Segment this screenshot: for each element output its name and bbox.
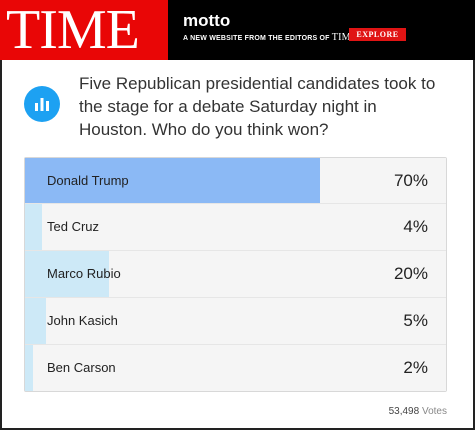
motto-title[interactable]: motto	[183, 11, 231, 30]
poll-options: Donald Trump 70% Ted Cruz 4% Marco Rubio…	[24, 157, 447, 392]
option-name: Ben Carson	[47, 360, 116, 375]
poll-option-john-kasich[interactable]: John Kasich 5%	[25, 297, 446, 344]
option-percent: 20%	[393, 264, 428, 283]
option-name: Marco Rubio	[47, 266, 121, 281]
option-name: Donald Trump	[47, 173, 129, 188]
option-percent: 4%	[403, 217, 428, 236]
option-percent: 2%	[403, 358, 428, 377]
option-percent: 5%	[403, 311, 428, 330]
poll-option-marco-rubio[interactable]: Marco Rubio 20%	[25, 250, 446, 297]
option-percent: 70%	[393, 171, 428, 190]
result-bar	[25, 204, 42, 250]
vote-count: 53,498 Votes	[389, 406, 447, 417]
logo-text: TIME	[6, 0, 140, 60]
result-bar	[25, 251, 110, 297]
result-bar	[25, 298, 47, 344]
result-bar	[25, 345, 34, 391]
poll-option-ted-cruz[interactable]: Ted Cruz 4%	[25, 203, 446, 250]
result-bar	[25, 158, 320, 203]
poll-option-donald-trump[interactable]: Donald Trump 70%	[25, 158, 446, 203]
option-name: Ted Cruz	[47, 219, 100, 234]
option-name: John Kasich	[47, 313, 118, 328]
poll-option-ben-carson[interactable]: Ben Carson 2%	[25, 344, 446, 391]
vote-count-number: 53,498	[388, 406, 420, 417]
motto-subtitle: A NEW WEBSITE FROM THE EDITORS OF TIME	[183, 32, 357, 43]
time-logo[interactable]: TIME	[0, 0, 168, 60]
motto-subtitle-text: A NEW WEBSITE FROM THE EDITORS OF	[183, 35, 330, 42]
vote-count-label: Votes	[421, 406, 447, 417]
site-header: TIME motto A NEW WEBSITE FROM THE EDITOR…	[0, 0, 475, 60]
motto-brand: TIME	[331, 32, 358, 43]
explore-button[interactable]: EXPLORE	[349, 28, 406, 41]
poll-question: Five Republican presidential candidates …	[79, 74, 436, 139]
bar-chart-icon	[24, 86, 60, 122]
